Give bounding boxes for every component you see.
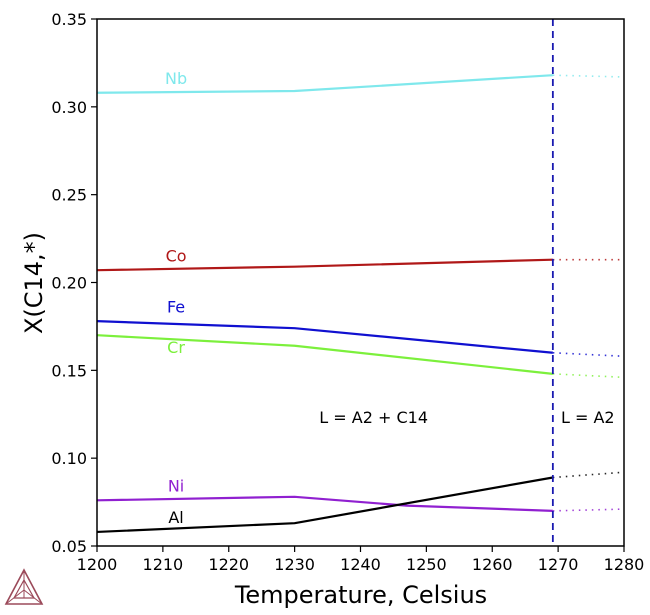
series-dotted-cr xyxy=(552,373,625,379)
x-tick-label: 1270 xyxy=(538,555,579,574)
x-tick-label: 1200 xyxy=(77,555,118,574)
x-tick-label: 1240 xyxy=(340,555,381,574)
series-label-cr: Cr xyxy=(167,338,185,357)
series-dotted-nb xyxy=(552,74,625,78)
series-label-al: Al xyxy=(168,508,183,527)
x-tick-label: 1230 xyxy=(274,555,315,574)
x-axis-title: Temperature, Celsius xyxy=(234,581,487,609)
x-tick-label: 1250 xyxy=(406,555,447,574)
chart-labels: Nb Co Fe Cr Ni Al L = A2 + C14 L = A2 xyxy=(165,69,615,527)
y-tick-label: 0.15 xyxy=(51,361,87,380)
series-line-fe xyxy=(96,320,553,354)
plot-area-border xyxy=(96,18,625,547)
y-tick-label: 0.35 xyxy=(51,10,87,29)
x-tick-label: 1260 xyxy=(472,555,513,574)
series-line-ni xyxy=(96,495,553,512)
series-label-fe: Fe xyxy=(167,297,185,316)
series-dotted-al xyxy=(552,471,625,479)
plot-frame xyxy=(96,18,625,547)
series-dotted-ni xyxy=(552,508,625,512)
region-label: L = A2 + C14 xyxy=(319,408,428,427)
logo-icon xyxy=(4,568,44,605)
series-line-nb xyxy=(96,74,553,94)
region-label: L = A2 xyxy=(561,408,615,427)
series-lines xyxy=(96,74,625,534)
series-label-nb: Nb xyxy=(165,69,187,88)
y-axis-title: X(C14,*) xyxy=(20,232,48,334)
y-tick-label: 0.25 xyxy=(51,186,87,205)
x-tick-label: 1210 xyxy=(143,555,184,574)
y-tick-label: 0.05 xyxy=(51,537,87,556)
series-dotted-fe xyxy=(552,351,625,358)
series-line-cr xyxy=(96,334,553,375)
x-tick-label: 1280 xyxy=(604,555,645,574)
x-tick-label: 1220 xyxy=(208,555,249,574)
series-line-al xyxy=(96,476,554,534)
series-label-co: Co xyxy=(166,246,187,265)
y-tick-label: 0.10 xyxy=(51,449,87,468)
y-tick-label: 0.30 xyxy=(51,98,87,117)
series-label-ni: Ni xyxy=(168,477,184,496)
y-tick-label: 0.20 xyxy=(51,274,87,293)
series-line-co xyxy=(96,258,553,272)
axis-ticks: 1200 1210 1220 1230 1240 1250 1260 1270 1280 0.05… xyxy=(51,10,644,574)
